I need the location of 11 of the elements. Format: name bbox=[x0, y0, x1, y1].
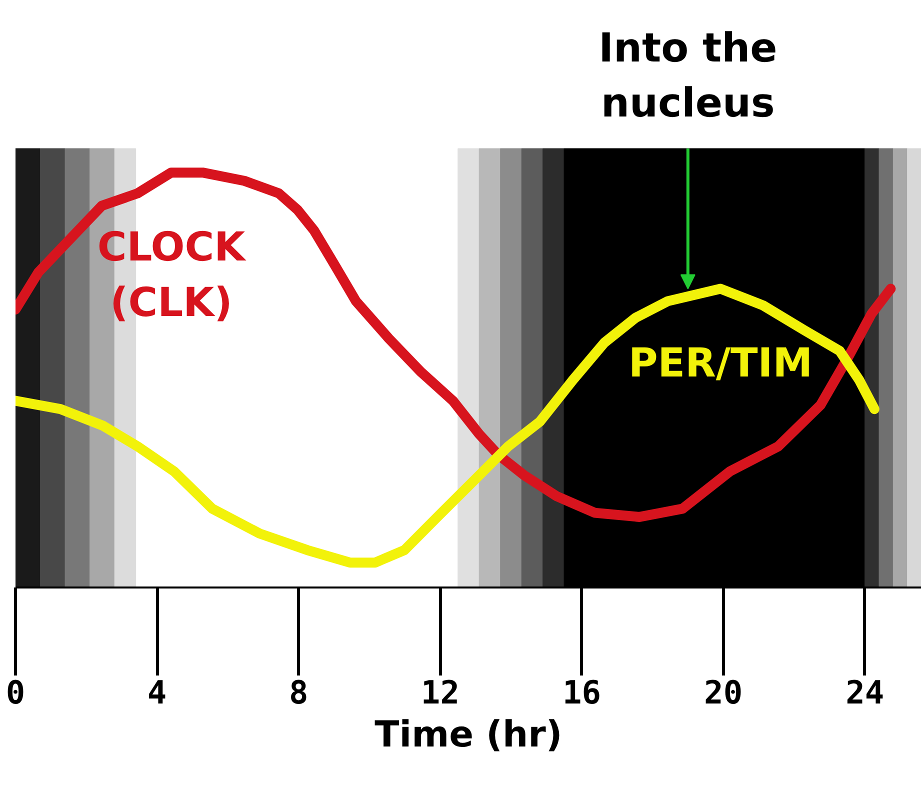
x-tick-label: 4 bbox=[147, 674, 167, 712]
series-label: PER/TIM bbox=[628, 340, 812, 387]
x-tick-label: 20 bbox=[704, 674, 743, 712]
x-axis-title: Time (hr) bbox=[374, 714, 562, 756]
x-tick-label: 16 bbox=[562, 674, 602, 712]
x-tick-label: 8 bbox=[288, 674, 308, 712]
x-tick-label: 0 bbox=[6, 674, 26, 712]
x-tick-label: 24 bbox=[846, 674, 884, 712]
series-label: CLOCK (CLK) bbox=[97, 224, 248, 326]
x-tick-label: 12 bbox=[420, 674, 460, 712]
annotation: Into the nucleus bbox=[598, 25, 778, 126]
